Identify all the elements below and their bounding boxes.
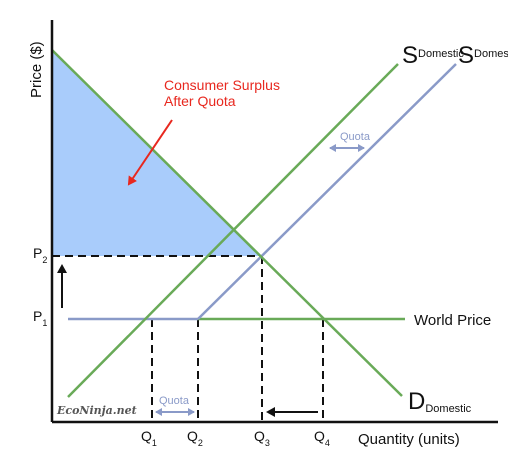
quota-label-top: Quota <box>340 131 371 143</box>
consumer-surplus-label-line2: After Quota <box>164 93 236 109</box>
y-axis-label: Price ($) <box>28 41 45 98</box>
demand-domestic-curve <box>51 49 403 397</box>
quantity-tick-q1: Q1 <box>141 428 157 448</box>
dashed-guides <box>52 255 324 422</box>
price-tick-p2: P2 <box>33 245 47 265</box>
supply-quota-curve <box>197 63 457 320</box>
quantity-tick-q3: Q3 <box>254 428 270 448</box>
quantity-tick-q2: Q2 <box>187 428 203 448</box>
quantity-tick-q4: Q4 <box>314 428 330 448</box>
demand-domestic-label: DDomestic <box>408 388 472 415</box>
consumer-surplus-label-line1: Consumer Surplus <box>164 77 280 93</box>
consumer-surplus-arrow <box>127 119 173 186</box>
x-axis-label: Quantity (units) <box>358 431 460 448</box>
brand-watermark: EcoNinja.net <box>56 404 137 417</box>
supply-domestic-label: SDomestic <box>402 42 464 69</box>
price-tick-p1: P1 <box>33 308 47 328</box>
quota-label-bottom: Quota <box>159 395 190 407</box>
supply-quota-label: SDomestic+Quota <box>458 42 508 69</box>
axes <box>50 20 498 424</box>
world-price-label: World Price <box>414 312 491 329</box>
